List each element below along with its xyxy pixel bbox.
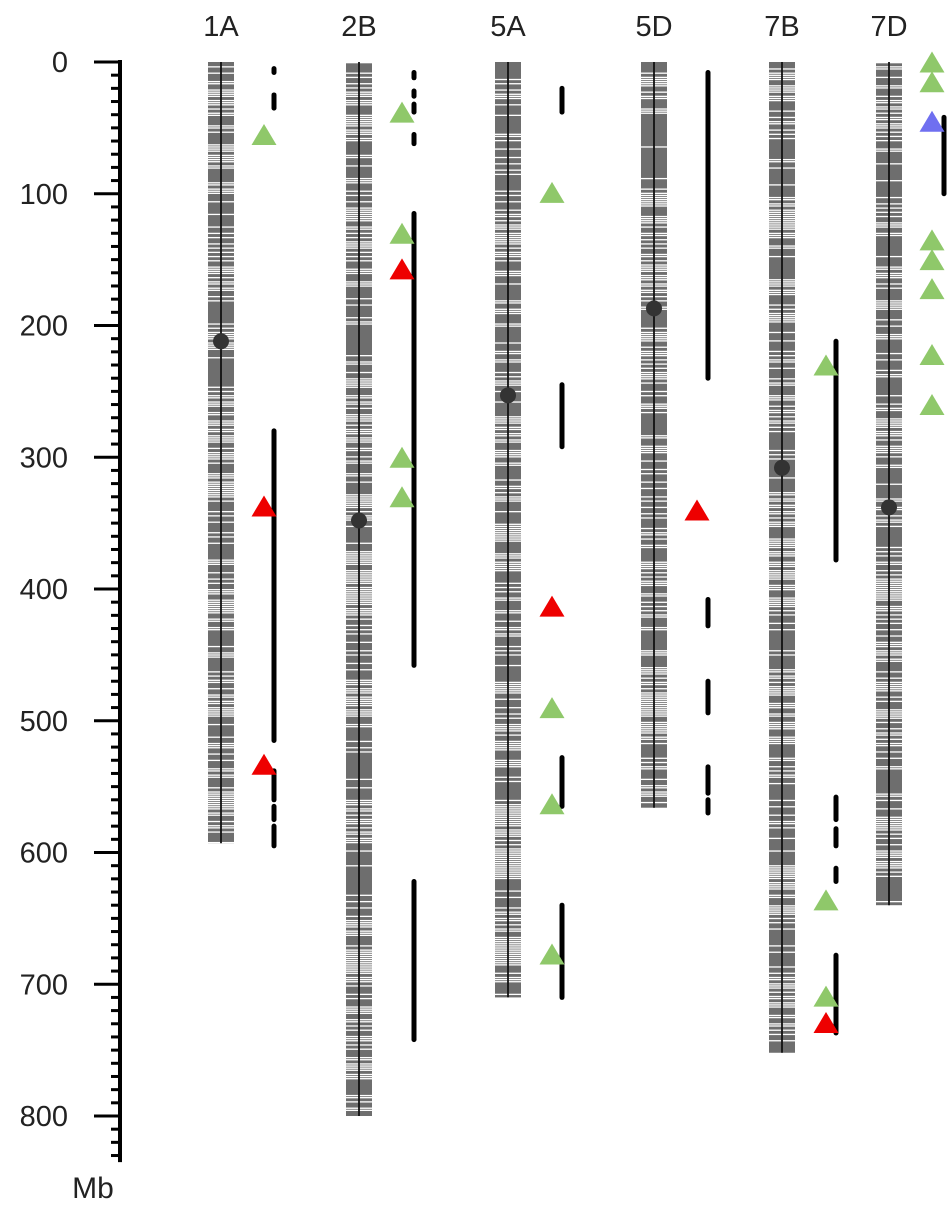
chromosome-label: 2B xyxy=(341,11,376,43)
red-triangle-marker xyxy=(389,258,415,280)
chromosome-5a: 5A xyxy=(490,11,565,1000)
green-triangle-marker xyxy=(813,354,839,376)
y-axis-tick-label: 200 xyxy=(20,311,68,343)
y-axis-tick-label: 600 xyxy=(20,838,68,870)
chromosome-label: 7D xyxy=(870,11,907,43)
green-triangle-marker xyxy=(251,123,277,145)
green-triangle-marker xyxy=(389,486,415,508)
red-triangle-marker xyxy=(684,499,710,521)
centromere-dot xyxy=(500,387,516,404)
y-axis-tick-label: 100 xyxy=(20,179,68,211)
y-axis-unit-label: Mb xyxy=(72,1172,114,1205)
centromere-dot xyxy=(646,300,662,317)
chromosome-label: 5D xyxy=(635,11,672,43)
red-triangle-marker xyxy=(251,495,277,517)
red-triangle-marker xyxy=(813,1011,839,1033)
green-triangle-marker xyxy=(919,71,945,93)
green-triangle-marker xyxy=(919,51,945,73)
y-axis-tick-label: 0 xyxy=(52,47,68,79)
y-axis-tick-label: 300 xyxy=(20,442,68,474)
chromosome-1a: 1A xyxy=(203,11,277,849)
green-triangle-marker xyxy=(389,222,415,244)
y-axis-tick-label: 700 xyxy=(20,969,68,1001)
centromere-dot xyxy=(213,333,229,350)
green-triangle-marker xyxy=(919,249,945,271)
green-triangle-marker xyxy=(919,394,945,416)
green-triangle-marker xyxy=(389,101,415,123)
green-triangle-marker xyxy=(539,697,565,719)
y-axis-tick-label: 800 xyxy=(20,1101,68,1133)
green-triangle-marker xyxy=(539,793,565,815)
chromosome-7d: 7D xyxy=(870,11,947,906)
red-triangle-marker xyxy=(251,753,277,775)
centromere-dot xyxy=(774,459,790,476)
green-triangle-marker xyxy=(919,229,945,251)
green-triangle-marker xyxy=(919,343,945,365)
y-axis-tick-label: 400 xyxy=(20,574,68,606)
green-triangle-marker xyxy=(539,181,565,203)
y-axis: 0 100 200 300 400 500 600 700 800 xyxy=(20,47,122,1163)
chromosome-label: 5A xyxy=(490,11,526,43)
chromosome-group: 1A 2B 5A 5D 7B 7D xyxy=(203,11,947,1116)
green-triangle-marker xyxy=(813,889,839,911)
chromosome-5d: 5D xyxy=(635,11,711,816)
green-triangle-marker xyxy=(389,446,415,468)
centromere-dot xyxy=(351,512,367,529)
centromere-dot xyxy=(881,499,897,516)
chromosome-label: 7B xyxy=(764,11,799,43)
red-triangle-marker xyxy=(539,595,565,617)
green-triangle-marker xyxy=(813,985,839,1007)
chromosome-2b: 2B xyxy=(341,11,417,1116)
chromosome-7b: 7B xyxy=(764,11,839,1053)
green-triangle-marker xyxy=(539,943,565,965)
green-triangle-marker xyxy=(919,278,945,300)
chromosome-label: 1A xyxy=(203,11,239,43)
y-axis-tick-label: 500 xyxy=(20,706,68,738)
blue-triangle-marker xyxy=(919,110,945,132)
